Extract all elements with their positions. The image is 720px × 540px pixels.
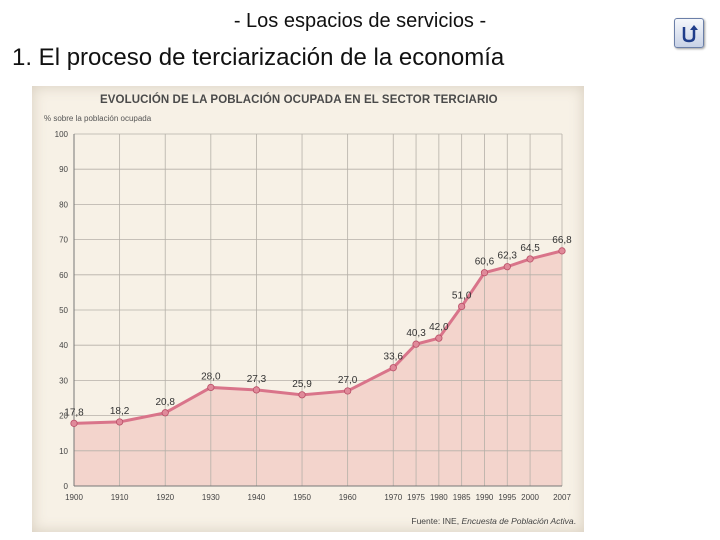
x-tick-label: 1985 — [453, 493, 471, 502]
y-tick-label: 50 — [59, 306, 68, 315]
x-tick-label: 1910 — [111, 493, 129, 502]
data-label: 51,0 — [452, 290, 472, 301]
data-point — [252, 386, 261, 394]
x-tick-label: 1975 — [407, 493, 425, 502]
data-point — [526, 255, 534, 263]
x-tick-label: 1960 — [339, 493, 357, 502]
x-tick-label: 2007 — [553, 493, 571, 502]
y-tick-label: 100 — [55, 130, 69, 139]
x-tick-label: 1970 — [384, 493, 402, 502]
data-label: 66,8 — [552, 235, 572, 246]
x-tick-label: 1900 — [65, 493, 83, 502]
presentation-subtitle: - Los espacios de servicios - — [233, 10, 487, 32]
data-point — [161, 409, 169, 417]
x-tick-label: 2000 — [521, 493, 539, 502]
data-point — [435, 334, 443, 342]
data-point — [412, 340, 420, 348]
y-tick-label: 80 — [59, 200, 68, 209]
y-axis-label: % sobre la población ocupada — [44, 114, 152, 123]
data-point — [389, 364, 397, 372]
chart-plot: 0 10 20 30 40 50 60 70 80 90 100 1900 1910 1920 1930 19… — [55, 130, 573, 502]
x-tick-label: 1980 — [430, 493, 448, 502]
y-tick-label: 10 — [59, 447, 68, 456]
data-label: 20,8 — [155, 397, 175, 408]
x-tick-label: 1940 — [248, 493, 266, 502]
data-point — [558, 247, 566, 255]
chart-image: EVOLUCIÓN DE LA POBLACIÓN OCUPADA EN EL … — [32, 86, 584, 532]
chart-source: Fuente: INE, Encuesta de Población Activ… — [411, 516, 576, 526]
y-tick-label: 70 — [59, 236, 68, 245]
y-tick-label: 0 — [64, 482, 69, 491]
data-label: 40,3 — [406, 328, 426, 339]
data-label: 64,5 — [520, 243, 540, 254]
data-point — [458, 302, 466, 311]
data-label: 42,0 — [429, 322, 449, 333]
y-tick-label: 90 — [59, 165, 68, 174]
return-arrow-icon — [682, 25, 698, 43]
data-label: 27,0 — [338, 375, 358, 386]
data-point — [207, 383, 215, 392]
data-point — [344, 387, 352, 395]
y-tick-label: 20 — [59, 412, 68, 421]
x-tick-label: 1920 — [156, 493, 174, 502]
area-fill — [74, 250, 562, 486]
data-label: 27,3 — [247, 374, 267, 385]
data-point — [480, 269, 489, 277]
y-tick-label: 40 — [59, 341, 68, 350]
chart-title: EVOLUCIÓN DE LA POBLACIÓN OCUPADA EN EL … — [100, 94, 498, 106]
data-label: 18,2 — [110, 406, 130, 417]
x-tick-label: 1990 — [476, 493, 494, 502]
x-tick-label: 1930 — [202, 493, 220, 502]
data-point — [116, 418, 124, 426]
y-tick-label: 30 — [59, 376, 68, 385]
return-button[interactable] — [674, 18, 704, 48]
data-label: 25,9 — [292, 379, 312, 390]
data-label: 62,3 — [498, 251, 518, 262]
data-point — [70, 419, 78, 427]
data-label: 33,6 — [384, 352, 404, 363]
data-point — [298, 391, 306, 399]
y-tick-label: 60 — [59, 271, 68, 280]
data-label: 17,8 — [64, 407, 84, 418]
x-tick-label: 1950 — [293, 493, 311, 502]
data-label: 28,0 — [201, 371, 221, 382]
slide-heading: 1. El proceso de terciarización de la ec… — [12, 44, 505, 71]
data-point — [503, 263, 511, 271]
x-tick-label: 1995 — [498, 493, 516, 502]
data-label: 60,6 — [475, 257, 495, 268]
